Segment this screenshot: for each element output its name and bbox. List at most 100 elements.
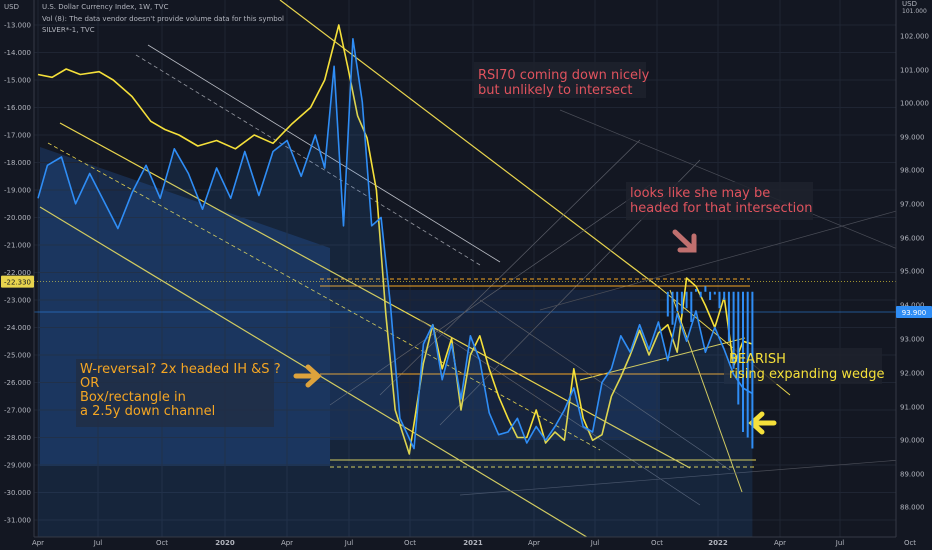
annotation-intersection-box <box>626 182 813 220</box>
fan-6 <box>539 209 901 311</box>
annotation-wedge-line1: BEARISH <box>729 352 786 367</box>
annotation-rsi-box <box>474 62 646 98</box>
histogram-bar <box>742 291 744 432</box>
right-tick-label: 98.000 <box>900 167 925 175</box>
left-tick-label: -16.000 <box>4 104 31 112</box>
right-tick-label: 95.000 <box>900 268 925 276</box>
left-tick-label: -31.000 <box>4 517 31 525</box>
histogram-bar <box>709 291 712 300</box>
left-tick-label: -17.000 <box>4 132 31 140</box>
histogram-bar <box>671 291 674 325</box>
x-tick-label: 2020 <box>215 539 235 547</box>
histogram-bar <box>737 291 740 405</box>
annotation-intersection-line2: headed for that intersection <box>630 201 813 216</box>
right-tick-label: 100.000 <box>900 100 929 108</box>
histogram-bar <box>732 291 735 369</box>
left-tick-label: -20.000 <box>4 214 31 222</box>
left-current-badge <box>1 275 34 288</box>
series-layer <box>37 24 754 538</box>
left-tick-label: -30.000 <box>4 489 31 497</box>
left-axis-bg <box>0 0 34 550</box>
annotation-rsi-line2: but unlikely to intersect <box>478 83 633 98</box>
histogram-bar <box>685 291 688 309</box>
right-tick-label: 88.000 <box>900 504 925 512</box>
arrow-down-right-icon <box>672 229 697 253</box>
right-axis-bg <box>896 0 932 550</box>
left-tick-label: -18.000 <box>4 159 31 167</box>
header-title: U.S. Dollar Currency Index, 1W, TVC <box>42 3 169 11</box>
right-current-badge <box>896 306 932 318</box>
x-axis-bg <box>0 537 932 550</box>
left-tick-label: -14.000 <box>4 49 31 57</box>
left-tick-label: -23.000 <box>4 297 31 305</box>
right-tick-label: 92.000 <box>900 370 925 378</box>
histogram-bar <box>695 289 697 292</box>
histogram-bar <box>713 291 716 295</box>
left-tick-label: -27.000 <box>4 407 31 415</box>
arrow-right-icon <box>293 364 322 388</box>
annotation-wedge-box <box>724 348 882 384</box>
annotation-wreversal[interactable]: W-reversal? 2x headed IH &S ? OR Box/rec… <box>80 363 281 419</box>
x-tick-label: Jul <box>590 539 600 547</box>
x-tick-label: Oct <box>404 539 416 547</box>
x-tick-label: Apr <box>528 539 540 547</box>
right-tick-label: 96.000 <box>900 235 925 243</box>
histogram-bar <box>699 291 702 298</box>
x-tick-label: Oct <box>651 539 663 547</box>
fan-5 <box>479 299 731 471</box>
x-tick-label: Apr <box>281 539 293 547</box>
annotation-wreversal-line4: a 2.5y down channel <box>80 404 216 419</box>
right-axis-top-value: 101.000 <box>902 8 927 15</box>
x-tick-label: Oct <box>156 539 168 547</box>
channel-mid-dashed <box>47 142 601 451</box>
series-line-yellow <box>37 24 753 455</box>
right-tick-label: 91.000 <box>900 404 925 412</box>
left-axis-unit: USD <box>4 3 19 11</box>
right-current-value: 93.900 <box>902 309 927 317</box>
left-tick-label: -15.000 <box>4 77 31 85</box>
x-tick-label: Apr <box>32 539 44 547</box>
wedge-base <box>579 337 746 381</box>
x-tick-label: Jul <box>835 539 845 547</box>
histogram-bar <box>751 291 754 449</box>
right-tick-label: 94.000 <box>900 302 925 310</box>
header-volume: Vol (8): The data vendor doesn't provide… <box>42 15 284 23</box>
annotation-wreversal-line1: W-reversal? 2x headed IH &S ? <box>80 362 281 377</box>
fan-7 <box>559 109 901 251</box>
annotation-intersection-line1: looks like she may be <box>630 186 771 201</box>
series-area <box>38 38 753 538</box>
histogram-bar <box>727 291 730 342</box>
right-tick-label: 102.000 <box>900 33 929 41</box>
right-tick-label: 93.000 <box>900 336 925 344</box>
right-axis-unit: USD <box>902 0 917 8</box>
annotation-rsi[interactable]: RSI70 coming down nicely but unlikely to… <box>478 68 649 98</box>
annotation-wedge[interactable]: BEARISH rising expanding wedge <box>729 352 885 382</box>
x-tick-label: Oct <box>904 539 916 547</box>
x-tick-label: 2022 <box>708 539 728 547</box>
header-overlay-symbol: SILVER*-1, TVC <box>42 26 95 34</box>
left-tick-label: -21.000 <box>4 242 31 250</box>
right-tick-label: 90.000 <box>900 437 925 445</box>
series-line-blue <box>37 37 753 450</box>
annotation-rsi-line1: RSI70 coming down nicely <box>478 68 650 83</box>
x-tick-label: 2021 <box>463 539 483 547</box>
x-tick-label: Jul <box>93 539 103 547</box>
annotation-intersection[interactable]: looks like she may be headed for that in… <box>630 186 813 216</box>
left-tick-label: -28.000 <box>4 434 31 442</box>
right-tick-label: 99.000 <box>900 134 925 142</box>
left-tick-label: -19.000 <box>4 187 31 195</box>
annotation-wedge-line2: rising expanding wedge <box>729 367 885 382</box>
arrow-left-icon <box>748 411 777 435</box>
left-tick-label: -25.000 <box>4 352 31 360</box>
histogram-bar <box>680 291 683 314</box>
histogram-bar <box>704 286 707 292</box>
left-tick-label: -22.000 <box>4 269 31 277</box>
x-tick-label: Apr <box>774 539 786 547</box>
channel-upper <box>147 44 501 263</box>
drawing-overlays <box>34 0 901 546</box>
left-tick-label: -26.000 <box>4 379 31 387</box>
annotation-wreversal-line3: Box/rectangle in <box>80 390 186 405</box>
left-tick-label: -29.000 <box>4 462 31 470</box>
